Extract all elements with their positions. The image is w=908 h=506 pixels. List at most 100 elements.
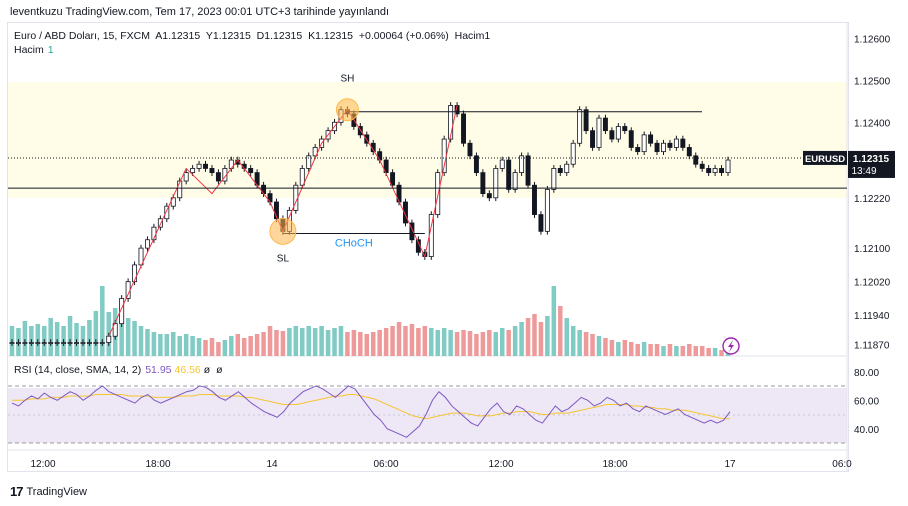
rsi-legend[interactable]: RSI (14, close, SMA, 14, 2) 51.95 46.56 ø ø — [14, 364, 223, 376]
candle-body[interactable] — [157, 218, 163, 228]
candle-body[interactable] — [93, 342, 99, 344]
symbol-tag[interactable] — [803, 150, 847, 165]
candle-body[interactable] — [635, 147, 641, 153]
candle-body[interactable] — [274, 201, 279, 220]
candle-body[interactable] — [654, 142, 660, 153]
price-tick-label: 1.12220 — [854, 194, 891, 205]
candle-body[interactable] — [144, 239, 150, 249]
tradingview-logo[interactable]: 17 TradingView — [10, 484, 87, 499]
candle-body[interactable] — [602, 117, 608, 132]
candle-body[interactable] — [512, 172, 518, 190]
candle-body[interactable] — [480, 172, 486, 194]
candle-body[interactable] — [41, 342, 47, 344]
candle-body[interactable] — [54, 342, 60, 344]
candle-body[interactable] — [383, 159, 389, 174]
volume-bar — [448, 330, 453, 356]
candle-body[interactable] — [525, 155, 531, 186]
candle-body[interactable] — [86, 342, 92, 344]
candle-body[interactable] — [641, 134, 647, 153]
candle-body[interactable] — [80, 342, 86, 344]
candle-body[interactable] — [699, 163, 705, 169]
candle-body[interactable] — [596, 117, 602, 148]
candle-body[interactable] — [493, 168, 499, 199]
candle-body[interactable] — [712, 168, 718, 174]
candle-body[interactable] — [467, 142, 473, 157]
candle-body[interactable] — [622, 126, 628, 132]
candle-body[interactable] — [473, 155, 479, 174]
candle-body[interactable] — [164, 205, 170, 220]
volume-bar — [603, 338, 608, 356]
candle-body[interactable] — [686, 147, 692, 157]
candle-body[interactable] — [725, 159, 731, 174]
candle-body[interactable] — [48, 342, 54, 344]
candle-body[interactable] — [557, 168, 563, 174]
volume-bar — [493, 332, 499, 356]
candle-body[interactable] — [106, 335, 112, 343]
candle-body[interactable] — [667, 142, 673, 148]
candle-body[interactable] — [680, 138, 686, 148]
candle-body[interactable] — [132, 264, 138, 283]
candle-body[interactable] — [519, 155, 525, 174]
candle-body[interactable] — [28, 342, 34, 344]
candle-body[interactable] — [203, 163, 208, 169]
candle-body[interactable] — [215, 172, 221, 182]
candle-body[interactable] — [403, 201, 408, 224]
candle-body[interactable] — [67, 342, 73, 344]
candle-body[interactable] — [190, 168, 196, 174]
candle-body[interactable] — [299, 168, 305, 186]
candle-body[interactable] — [570, 142, 576, 165]
volume-bar — [480, 332, 486, 356]
candle-body[interactable] — [209, 168, 215, 174]
candle-body[interactable] — [74, 342, 79, 344]
candle-body[interactable] — [112, 323, 118, 337]
volume-bar — [100, 286, 105, 356]
candle-body[interactable] — [661, 142, 666, 153]
candle-body[interactable] — [409, 222, 415, 241]
candle-body[interactable] — [628, 130, 634, 148]
candle-body[interactable] — [196, 163, 202, 169]
candle-body[interactable] — [590, 130, 596, 148]
candle-body[interactable] — [61, 342, 67, 344]
candle-body[interactable] — [538, 214, 544, 232]
candle-body[interactable] — [499, 159, 505, 169]
candle-body[interactable] — [577, 109, 583, 144]
candle-body[interactable] — [377, 151, 383, 161]
candle-body[interactable] — [119, 298, 125, 325]
candle-body[interactable] — [609, 130, 615, 140]
candle-body[interactable] — [99, 342, 105, 344]
candle-body[interactable] — [461, 113, 466, 144]
candle-body[interactable] — [177, 180, 183, 199]
candle-body[interactable] — [138, 247, 144, 266]
candle-body[interactable] — [15, 342, 21, 344]
volume-bar — [570, 326, 576, 356]
candle-body[interactable] — [448, 105, 454, 140]
candle-body[interactable] — [693, 155, 699, 165]
candle-body[interactable] — [486, 193, 492, 199]
candle-body[interactable] — [248, 168, 254, 174]
candle-body[interactable] — [719, 168, 725, 174]
swing-low-marker[interactable] — [269, 217, 297, 245]
candle-body[interactable] — [506, 159, 512, 190]
candle-body[interactable] — [583, 109, 589, 132]
swing-high-marker[interactable] — [335, 98, 359, 122]
candle-body[interactable] — [551, 168, 557, 190]
volume-legend[interactable]: Hacim 1 — [14, 44, 54, 56]
candle-body[interactable] — [306, 155, 312, 169]
last-price-box[interactable] — [848, 150, 895, 178]
candle-body[interactable] — [9, 342, 15, 344]
candle-body[interactable] — [390, 172, 396, 186]
candle-body[interactable] — [564, 163, 570, 174]
candle-body[interactable] — [532, 184, 537, 215]
symbol-legend[interactable]: Euro / ABD Doları, 15, FXCM A1.12315 Y1.… — [14, 30, 490, 42]
candle-body[interactable] — [435, 172, 441, 215]
candle-body[interactable] — [183, 172, 189, 182]
candle-body[interactable] — [544, 189, 550, 232]
candle-body[interactable] — [312, 147, 318, 157]
candle-body[interactable] — [673, 138, 679, 148]
candle-body[interactable] — [35, 342, 41, 344]
candle-body[interactable] — [22, 342, 28, 344]
candle-body[interactable] — [648, 134, 654, 144]
candle-body[interactable] — [615, 126, 621, 140]
candle-body[interactable] — [706, 168, 712, 174]
